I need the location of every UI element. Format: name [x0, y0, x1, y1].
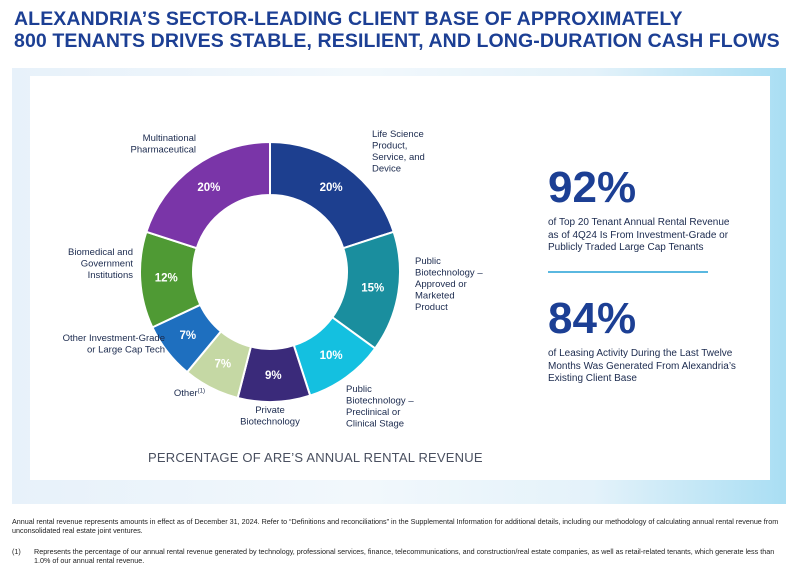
slice-value-label-1: 20%	[320, 182, 343, 194]
stat-1-text: of Top 20 Tenant Annual Rental Revenue a…	[548, 217, 730, 253]
stat-1-value: 92%	[548, 163, 637, 212]
stat-divider	[548, 271, 708, 273]
slice-value-label-2: 15%	[361, 282, 384, 294]
stat-block-2: 84% of Leasing Activity During the Last …	[548, 296, 738, 386]
stat-2-value: 84%	[548, 294, 637, 343]
slice-category-label-5: Other(1)	[174, 388, 205, 399]
slice-category-label-4: Private Biotechnology	[240, 405, 300, 428]
donut-slice-8	[145, 140, 271, 250]
title-line-2: 800 TENANTS DRIVES STABLE, RESILIENT, AN…	[14, 30, 780, 52]
slice-value-label-7: 12%	[155, 273, 178, 285]
slice-value-label-8: 20%	[197, 182, 220, 194]
footnote-1-text: Represents the percentage of our annual …	[34, 547, 775, 565]
title-line-1: ALEXANDRIA’S SECTOR-LEADING CLIENT BASE …	[14, 8, 683, 30]
slice-value-label-3: 10%	[320, 350, 343, 362]
stat-block-1: 92% of Top 20 Tenant Annual Rental Reven…	[548, 165, 738, 255]
slice-category-label-1: Life Science Product, Service, and Device	[372, 129, 425, 175]
footnote-1: (1) Represents the percentage of our ann…	[12, 547, 792, 565]
slice-value-label-5: 7%	[214, 359, 231, 371]
slice-category-label-8: Multinational Pharmaceutical	[131, 133, 196, 156]
footnote-main: Annual rental revenue represents amounts…	[12, 517, 779, 535]
slice-value-label-4: 9%	[265, 370, 282, 382]
stat-2-text: of Leasing Activity During the Last Twel…	[548, 348, 736, 384]
slice-category-label-3: Public Biotechnology – Preclinical or Clini…	[346, 384, 414, 430]
slice-category-label-6: Other Investment-Grade or Large Cap Tech	[63, 333, 165, 356]
slice-value-label-6: 7%	[180, 330, 197, 342]
page-title: ALEXANDRIA’S SECTOR-LEADING CLIENT BASE …	[14, 8, 794, 52]
slice-category-label-7: Biomedical and Government Institutions	[68, 247, 133, 281]
footnote-1-mark: (1)	[12, 547, 21, 556]
chart-caption: PERCENTAGE OF ARE’S ANNUAL RENTAL REVENU…	[148, 450, 483, 465]
slice-category-label-2: Public Biotechnology – Approved or Marketed…	[415, 256, 483, 313]
